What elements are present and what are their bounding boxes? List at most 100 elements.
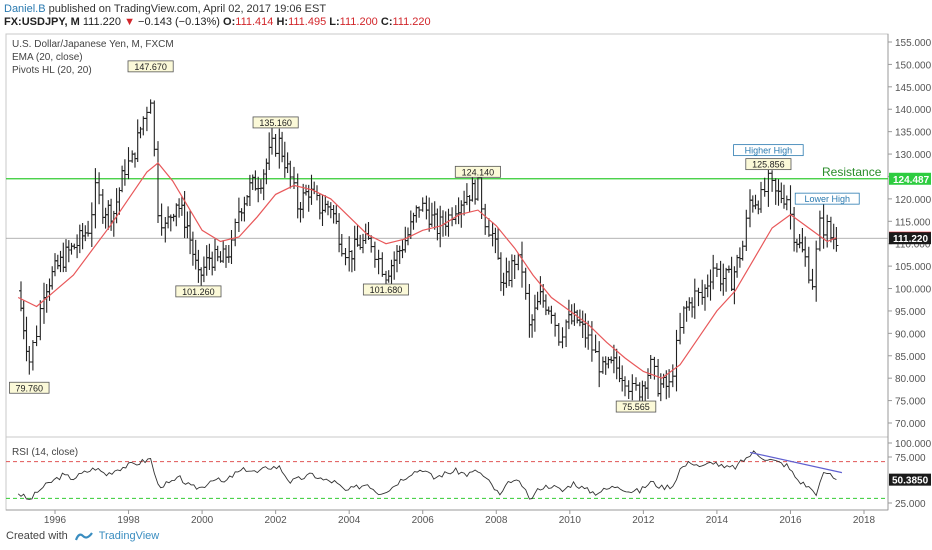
pivot-label: 135.160 — [259, 118, 292, 128]
ohlc-bar — [825, 214, 830, 248]
ohlc-bar — [630, 374, 635, 401]
ohlc-bar — [196, 249, 201, 283]
ohlc-bar — [343, 248, 348, 266]
resistance-badge-bg — [889, 172, 931, 185]
low-label: L: — [329, 16, 340, 28]
last-price-badge-bg — [889, 232, 931, 245]
ohlc-bar — [171, 213, 176, 222]
ohlc-bar — [523, 267, 528, 300]
ohlc-bar — [213, 238, 217, 271]
ohlc-bar — [242, 196, 247, 222]
ohlc-bar — [250, 174, 255, 190]
tradingview-brand[interactable]: TradingView — [98, 530, 160, 542]
ohlc-bar — [496, 227, 501, 260]
ohlc-bar — [504, 257, 509, 288]
ohlc-bar — [30, 340, 35, 371]
ohlc-bar — [66, 240, 71, 263]
ohlc-bar — [814, 240, 819, 302]
ohlc-bar — [301, 183, 306, 219]
ohlc-bar — [797, 234, 802, 249]
ohlc-bar — [337, 213, 342, 253]
ohlc-bar — [19, 281, 23, 312]
ohlc-bar — [133, 152, 137, 168]
ohlc-bar — [546, 306, 551, 315]
ohlc-bar — [464, 183, 469, 206]
ohlc-bar — [417, 206, 422, 218]
ohlc-bar — [556, 323, 561, 346]
open-label: O: — [223, 16, 236, 28]
ohlc-bar — [224, 245, 228, 268]
ohlc-bar — [69, 242, 74, 255]
ohlc-bar — [298, 202, 303, 223]
ohlc-bar — [395, 245, 399, 273]
ohlc-bar — [55, 254, 60, 270]
pivot-label-box — [175, 285, 222, 298]
publish-info: Daniel.B published on TradingView.com, A… — [4, 3, 326, 15]
ohlc-bar — [201, 256, 206, 283]
ohlc-bar — [111, 210, 116, 237]
ohlc-bar — [692, 278, 697, 319]
ohlc-bar — [317, 193, 322, 220]
ohlc-bar — [427, 197, 432, 232]
ohlc-bar — [834, 227, 839, 252]
ohlc-bar — [817, 210, 822, 252]
ohlc-bar — [93, 168, 98, 229]
time-tick-label: 2008 — [485, 515, 508, 526]
ohlc-bar — [724, 267, 729, 292]
ohlc-bar — [603, 356, 608, 375]
ohlc-bar — [355, 224, 360, 247]
ohlc-bar — [593, 334, 598, 353]
ohlc-bar — [122, 159, 127, 186]
ohlc-bar — [512, 254, 517, 279]
ohlc-bar — [380, 252, 385, 277]
ohlc-bar — [498, 252, 503, 292]
ohlc-bar — [432, 201, 437, 230]
time-tick-label: 2004 — [338, 515, 361, 526]
pivot-label: 75.565 — [622, 402, 650, 412]
down-arrow-icon: ▼ — [124, 16, 135, 28]
author-link[interactable]: Daniel.B — [4, 3, 46, 15]
rsi-value-badge: 50.3850 — [892, 476, 929, 487]
close-label: C: — [380, 16, 393, 28]
ohlc-bar — [280, 131, 285, 163]
ohlc-bar — [782, 184, 786, 209]
ohlc-bar — [193, 239, 198, 270]
low-value: 111.200 — [339, 16, 378, 28]
ohlc-bar — [207, 243, 212, 270]
ohlc-bar — [392, 251, 397, 280]
ohlc-bar — [626, 380, 631, 399]
price-tick-label: 75.000 — [895, 397, 926, 408]
time-tick-label: 2014 — [706, 515, 729, 526]
ohlc-bar — [239, 208, 244, 222]
ohlc-bar — [400, 239, 405, 259]
ohlc-bar — [467, 195, 472, 213]
ohlc-bar — [527, 284, 532, 338]
ohlc-bar — [339, 234, 344, 257]
ohlc-bar — [684, 300, 689, 322]
price-tick-label: 140.000 — [895, 105, 932, 116]
ohlc-bar — [103, 207, 108, 229]
ohlc-bar — [77, 224, 82, 254]
pivot-label-box — [362, 283, 409, 296]
ohlc-bar — [750, 195, 755, 213]
high-label: H: — [276, 16, 289, 28]
ohlc-bar — [530, 314, 535, 338]
price-tick-label: 155.000 — [895, 38, 932, 49]
ohlc-bar — [586, 320, 591, 350]
ohlc-bar — [369, 235, 374, 253]
ohlc-bar — [185, 211, 190, 239]
ohlc-bar — [648, 355, 653, 379]
price-tick-label: 80.000 — [895, 374, 926, 385]
ohlc-bar — [21, 300, 26, 340]
price-tick-label: 115.000 — [895, 217, 931, 228]
price-tick-label: 110.000 — [895, 240, 931, 251]
pivot-label: 79.760 — [15, 383, 43, 393]
ohlc-bar — [277, 128, 282, 169]
ohlc-bar — [759, 181, 763, 213]
price-tick-label: 70.000 — [895, 419, 926, 430]
rsi-tick-label: 25.000 — [895, 499, 926, 510]
ohlc-bar — [97, 172, 102, 205]
ohlc-bar — [800, 228, 805, 253]
ohlc-bar — [806, 246, 811, 284]
